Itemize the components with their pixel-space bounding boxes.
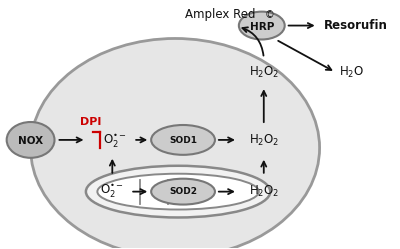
Ellipse shape: [86, 166, 270, 217]
Text: H$_2$O$_2$: H$_2$O$_2$: [249, 184, 279, 199]
Ellipse shape: [7, 122, 54, 158]
Text: NOX: NOX: [18, 136, 43, 146]
Text: H$_2$O$_2$: H$_2$O$_2$: [249, 133, 279, 148]
Text: HRP: HRP: [250, 22, 274, 32]
Text: H$_2$O$_2$: H$_2$O$_2$: [249, 65, 279, 80]
Ellipse shape: [239, 12, 285, 40]
Text: Amplex Red: Amplex Red: [185, 8, 255, 21]
Text: O$_2^{•-}$: O$_2^{•-}$: [103, 132, 127, 150]
FancyArrowPatch shape: [242, 27, 264, 56]
Text: O$_2^{•-}$: O$_2^{•-}$: [100, 183, 124, 200]
Text: Resorufin: Resorufin: [324, 19, 387, 32]
Text: ©: ©: [265, 10, 275, 20]
Ellipse shape: [30, 39, 320, 249]
Ellipse shape: [97, 174, 259, 209]
Text: SOD1: SOD1: [169, 136, 197, 145]
Text: DPI: DPI: [80, 117, 101, 127]
Text: SOD2: SOD2: [169, 187, 197, 196]
Text: H$_2$O: H$_2$O: [339, 65, 364, 80]
Ellipse shape: [151, 125, 215, 155]
Ellipse shape: [151, 179, 215, 204]
